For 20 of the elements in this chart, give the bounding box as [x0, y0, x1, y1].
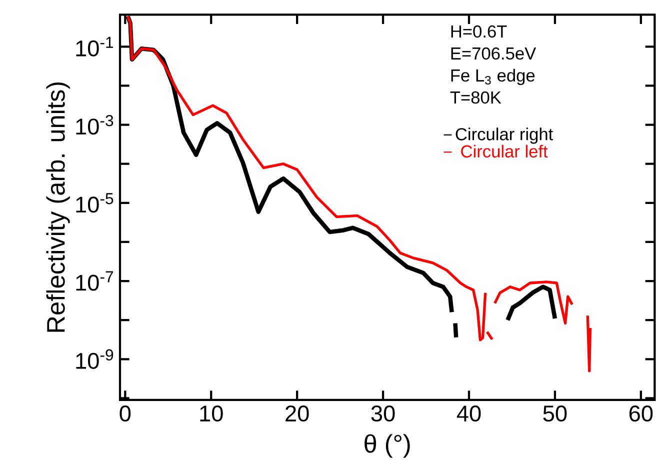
- y-tick-label: 10$^{-9}$: [76, 349, 114, 370]
- legend-label: Circular right: [456, 128, 554, 144]
- annotation: E=706.5eV: [451, 48, 536, 60]
- annotation: H=0.6T: [451, 26, 507, 38]
- x-axis-title: θ (°): [364, 434, 410, 458]
- x-tick-label: 30: [371, 406, 395, 422]
- y-tick-label: 10$^{-3}$: [76, 115, 114, 135]
- x-tick-label: 10: [200, 406, 223, 422]
- annotation: T=80K: [450, 92, 502, 104]
- x-tick-label: 40: [456, 406, 481, 422]
- x-tick-label: 50: [543, 406, 567, 422]
- y-tick-label: 10$^{-5}$: [76, 193, 114, 213]
- x-tick-label: 60: [629, 406, 653, 422]
- legend-label: Circular left: [461, 145, 548, 158]
- annotation: Fe L$_{3}$ edge: [451, 69, 535, 86]
- y-axis-title: Reflectivity (arb. units): [46, 82, 70, 332]
- y-tick-label: 10$^{-1}$: [76, 37, 114, 57]
- y-tick-label: 10$^{-7}$: [76, 271, 114, 291]
- x-tick-label: 20: [286, 406, 309, 422]
- x-tick-label: 0: [120, 406, 131, 422]
